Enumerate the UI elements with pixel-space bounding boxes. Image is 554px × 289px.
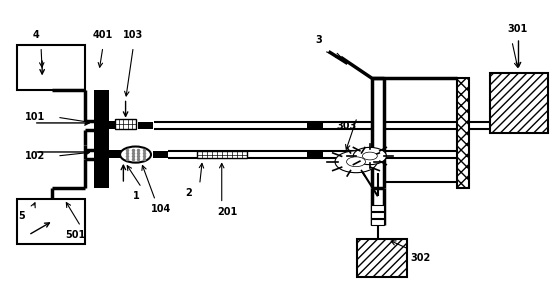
- Bar: [456, 78, 469, 188]
- Text: 303: 303: [336, 121, 356, 131]
- Bar: [490, 73, 548, 133]
- Circle shape: [120, 147, 151, 163]
- Bar: [153, 151, 168, 158]
- Text: 501: 501: [65, 230, 85, 240]
- Bar: [371, 212, 384, 218]
- Text: 102: 102: [25, 151, 45, 161]
- Circle shape: [335, 151, 377, 173]
- Text: 4: 4: [32, 30, 39, 40]
- Circle shape: [353, 147, 387, 165]
- Bar: [307, 151, 323, 158]
- Bar: [94, 121, 124, 129]
- Bar: [94, 150, 124, 158]
- Circle shape: [347, 157, 366, 167]
- Bar: [371, 219, 384, 225]
- Bar: [115, 119, 136, 129]
- Bar: [197, 151, 247, 158]
- Text: 2: 2: [185, 188, 192, 198]
- Text: 104: 104: [151, 204, 171, 214]
- Text: 1: 1: [133, 191, 140, 201]
- Bar: [307, 122, 323, 129]
- Text: 201: 201: [217, 207, 238, 217]
- Text: 302: 302: [411, 253, 431, 263]
- Text: 401: 401: [93, 30, 113, 40]
- Circle shape: [362, 152, 377, 160]
- Text: 301: 301: [507, 25, 527, 34]
- Text: 101: 101: [25, 112, 45, 122]
- Bar: [17, 45, 85, 90]
- Bar: [94, 90, 109, 188]
- Bar: [357, 239, 407, 277]
- Bar: [371, 205, 384, 211]
- Text: 103: 103: [123, 30, 143, 40]
- Bar: [17, 199, 85, 244]
- Bar: [138, 122, 153, 129]
- Text: 3: 3: [315, 34, 322, 45]
- Text: 5: 5: [18, 211, 25, 221]
